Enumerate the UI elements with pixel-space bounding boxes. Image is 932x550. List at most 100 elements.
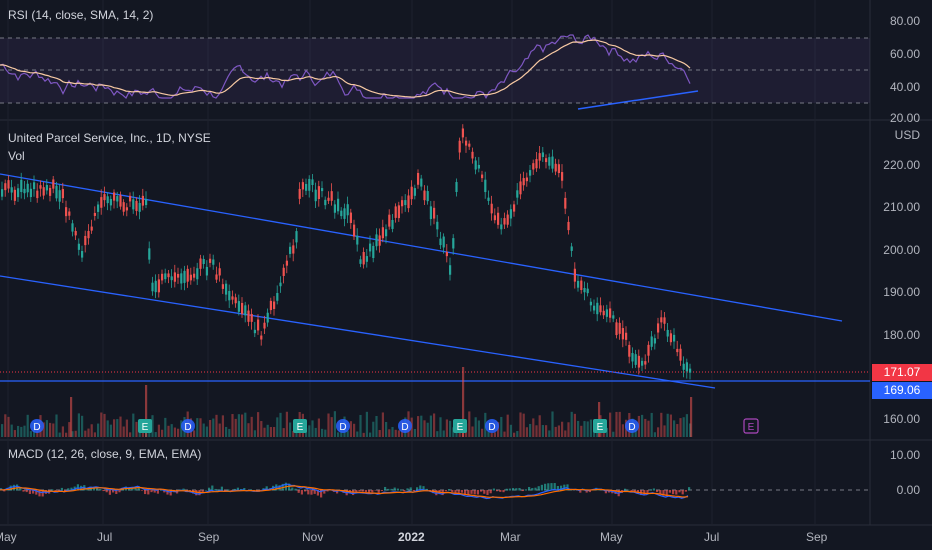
candle-body — [305, 183, 308, 191]
volume-bar — [58, 432, 61, 437]
macd-histogram-bar — [524, 489, 527, 491]
candle-body — [324, 199, 327, 206]
candle-body — [196, 268, 199, 280]
volume-bar — [676, 424, 679, 437]
volume-bar — [196, 418, 199, 437]
candle-body — [29, 188, 32, 198]
candle-body — [138, 202, 141, 212]
macd-histogram-bar — [214, 488, 217, 491]
candle-body — [356, 235, 359, 245]
signal-line — [0, 485, 689, 499]
candle-body — [260, 335, 263, 340]
candle-body — [183, 270, 186, 283]
volume-bar — [212, 418, 215, 437]
volume-bar — [522, 413, 525, 437]
earnings-marker — [593, 419, 607, 433]
macd-histogram-bar — [633, 490, 636, 492]
macd-histogram-bar — [112, 490, 115, 493]
volume-bar — [375, 415, 378, 437]
candle-body — [295, 231, 298, 243]
macd-histogram-bar — [572, 489, 575, 491]
macd-histogram-bar — [550, 483, 553, 491]
macd-histogram-bar — [419, 485, 422, 491]
macd-histogram-bar — [547, 483, 550, 491]
candle-body — [497, 212, 500, 225]
macd-histogram-bar — [163, 490, 166, 493]
candle-body — [237, 301, 240, 312]
macd-histogram-bar — [265, 486, 268, 491]
volume-bar — [346, 430, 349, 437]
macd-histogram-bar — [444, 490, 447, 492]
candle-body — [564, 197, 567, 209]
candle-body — [122, 202, 125, 212]
candle-body — [71, 223, 74, 232]
rsi-title: RSI (14, close, SMA, 14, 2) — [8, 8, 154, 22]
macd-histogram-bar — [528, 486, 531, 491]
volume-bar — [439, 417, 442, 437]
macd-histogram-bar — [169, 490, 172, 496]
volume-bar — [71, 431, 74, 437]
support-price-tag: 169.06 — [872, 382, 932, 399]
volume-bar — [4, 414, 7, 437]
macd-histogram-bar — [118, 490, 121, 493]
volume-bar — [503, 431, 506, 437]
volume-bar — [13, 430, 16, 437]
candle-body — [244, 305, 247, 316]
volume-bar — [81, 415, 84, 437]
volume-bar — [577, 420, 580, 437]
volume-bar — [452, 427, 455, 437]
volume-bar — [513, 432, 516, 437]
macd-histogram-bar — [416, 487, 419, 491]
event-marker-label: E — [597, 422, 604, 433]
candle-body — [337, 198, 340, 212]
candle-body — [410, 186, 413, 200]
candle-body — [45, 184, 48, 191]
macd-histogram-bar — [537, 486, 540, 491]
macd-histogram-bar — [3, 490, 6, 492]
candle-body — [263, 322, 266, 329]
volume-bar — [154, 432, 157, 437]
candle-body — [621, 328, 624, 340]
macd-histogram-bar — [451, 490, 454, 492]
event-marker-label: E — [457, 422, 464, 433]
macd-histogram-bar — [160, 489, 163, 491]
candle-body — [282, 267, 285, 276]
volume-bar — [84, 430, 87, 437]
macd-histogram-bar — [108, 490, 111, 495]
candle-body — [468, 143, 471, 147]
candle-body — [58, 190, 61, 202]
volume-bar — [273, 426, 276, 437]
volume-bar — [26, 414, 29, 437]
candle-body — [52, 179, 55, 189]
candle-body — [279, 282, 282, 287]
candle-body — [522, 178, 525, 186]
volume-bar — [93, 432, 96, 437]
macd-histogram-bar — [672, 490, 675, 495]
candle-body — [535, 159, 538, 169]
macd-histogram-bar — [505, 488, 508, 491]
macd-histogram-bar — [560, 485, 563, 491]
volume-bar — [589, 419, 592, 437]
earnings-marker — [453, 419, 467, 433]
macd-histogram-bar — [585, 490, 588, 493]
volume-bar — [109, 424, 112, 437]
volume-bar — [381, 412, 384, 437]
volume-bar — [129, 432, 132, 437]
candle-body — [36, 190, 39, 199]
macd-histogram-bar — [492, 488, 495, 491]
event-marker-label: E — [297, 422, 304, 433]
volume-bar — [49, 422, 52, 437]
candle-body — [20, 179, 23, 193]
candle-body — [679, 348, 682, 361]
macd-histogram-bar — [224, 490, 227, 491]
volume-bar — [621, 424, 624, 437]
candle-body — [212, 259, 215, 265]
volume-bar — [506, 414, 509, 437]
candle-body — [657, 323, 660, 333]
macd-histogram-bar — [288, 483, 291, 491]
event-marker-label: D — [628, 422, 635, 433]
candle-body — [365, 256, 368, 262]
macd-histogram-bar — [531, 488, 534, 491]
volume-bar — [567, 422, 570, 437]
